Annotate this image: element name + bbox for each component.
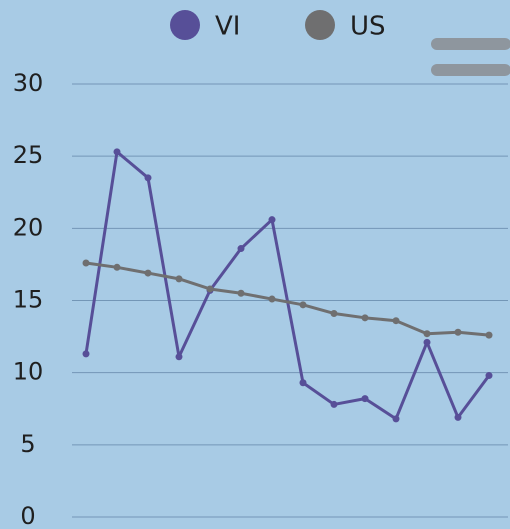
point (113, 263, 121, 271)
point (423, 330, 431, 338)
point (299, 379, 307, 387)
y-tick-label: 15 (13, 286, 44, 314)
point (392, 317, 400, 325)
point (268, 216, 276, 224)
point (144, 269, 152, 277)
point (113, 148, 121, 156)
point (454, 413, 462, 421)
point (237, 245, 245, 253)
legend-swatch (170, 10, 200, 40)
legend-label: VI (215, 12, 240, 42)
point (361, 314, 369, 322)
point (485, 372, 493, 380)
point (82, 350, 90, 358)
point (330, 400, 338, 408)
y-tick-label: 30 (13, 69, 44, 97)
y-tick-label: 25 (13, 141, 44, 169)
point (485, 331, 493, 339)
point (268, 295, 276, 303)
point (175, 275, 183, 283)
series-line (85, 261, 490, 337)
point (330, 309, 338, 317)
y-tick-label: 5 (20, 430, 35, 458)
legend-label: US (350, 12, 386, 42)
point (206, 285, 214, 293)
point (361, 395, 369, 403)
menu-bar[interactable] (431, 64, 510, 76)
point (454, 328, 462, 336)
point (423, 338, 431, 346)
legend-swatch (305, 10, 335, 40)
point (299, 301, 307, 309)
y-tick-label: 20 (13, 213, 44, 241)
y-tick-label: 10 (13, 358, 44, 386)
point (144, 174, 152, 182)
point (82, 259, 90, 267)
point (237, 289, 245, 297)
y-tick-label: 0 (20, 502, 35, 529)
point (392, 415, 400, 423)
menu-bar[interactable] (431, 38, 510, 50)
point (175, 353, 183, 361)
